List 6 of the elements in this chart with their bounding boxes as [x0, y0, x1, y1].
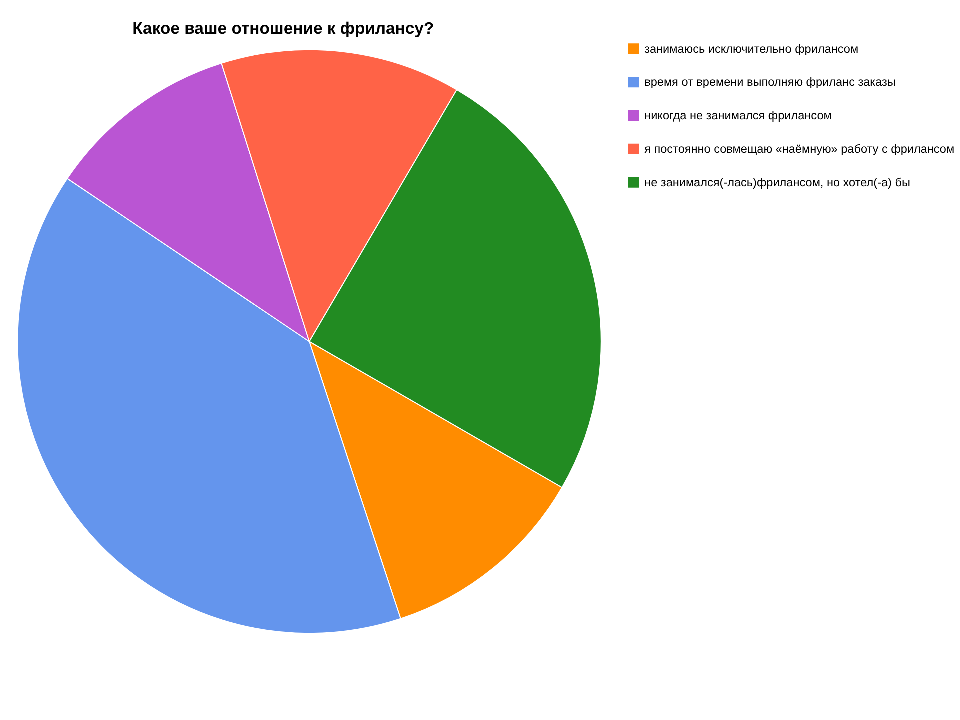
legend-label: я постоянно совмещаю «наёмную» работу с фрилансом — [644, 143, 955, 156]
legend-label: не занимался(-лась)фрилансом, но хотел(-а) бы — [644, 176, 910, 190]
chart-title: Какое ваше отношение к фрилансу? — [132, 19, 434, 38]
legend-label: занимаюсь исключительно фрилансом — [644, 42, 859, 56]
legend-label: время от времени выполняю фриланс заказы — [644, 76, 896, 90]
legend-label: никогда не занимался фрилансом — [644, 110, 832, 123]
